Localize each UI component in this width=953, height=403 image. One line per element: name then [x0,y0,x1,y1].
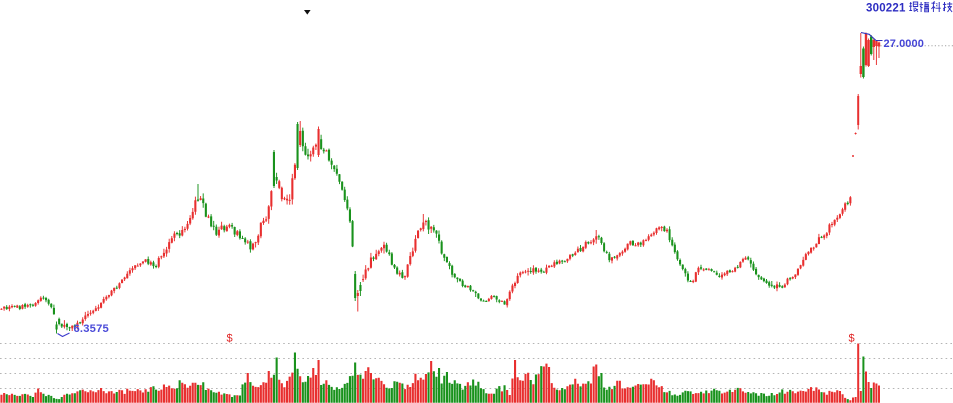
svg-text:$: $ [849,333,855,345]
svg-text:6.3575: 6.3575 [74,323,109,335]
svg-text:$: $ [227,333,233,345]
svg-text:27.0000: 27.0000 [884,38,924,50]
svg-text:300221: 300221 [866,3,906,15]
